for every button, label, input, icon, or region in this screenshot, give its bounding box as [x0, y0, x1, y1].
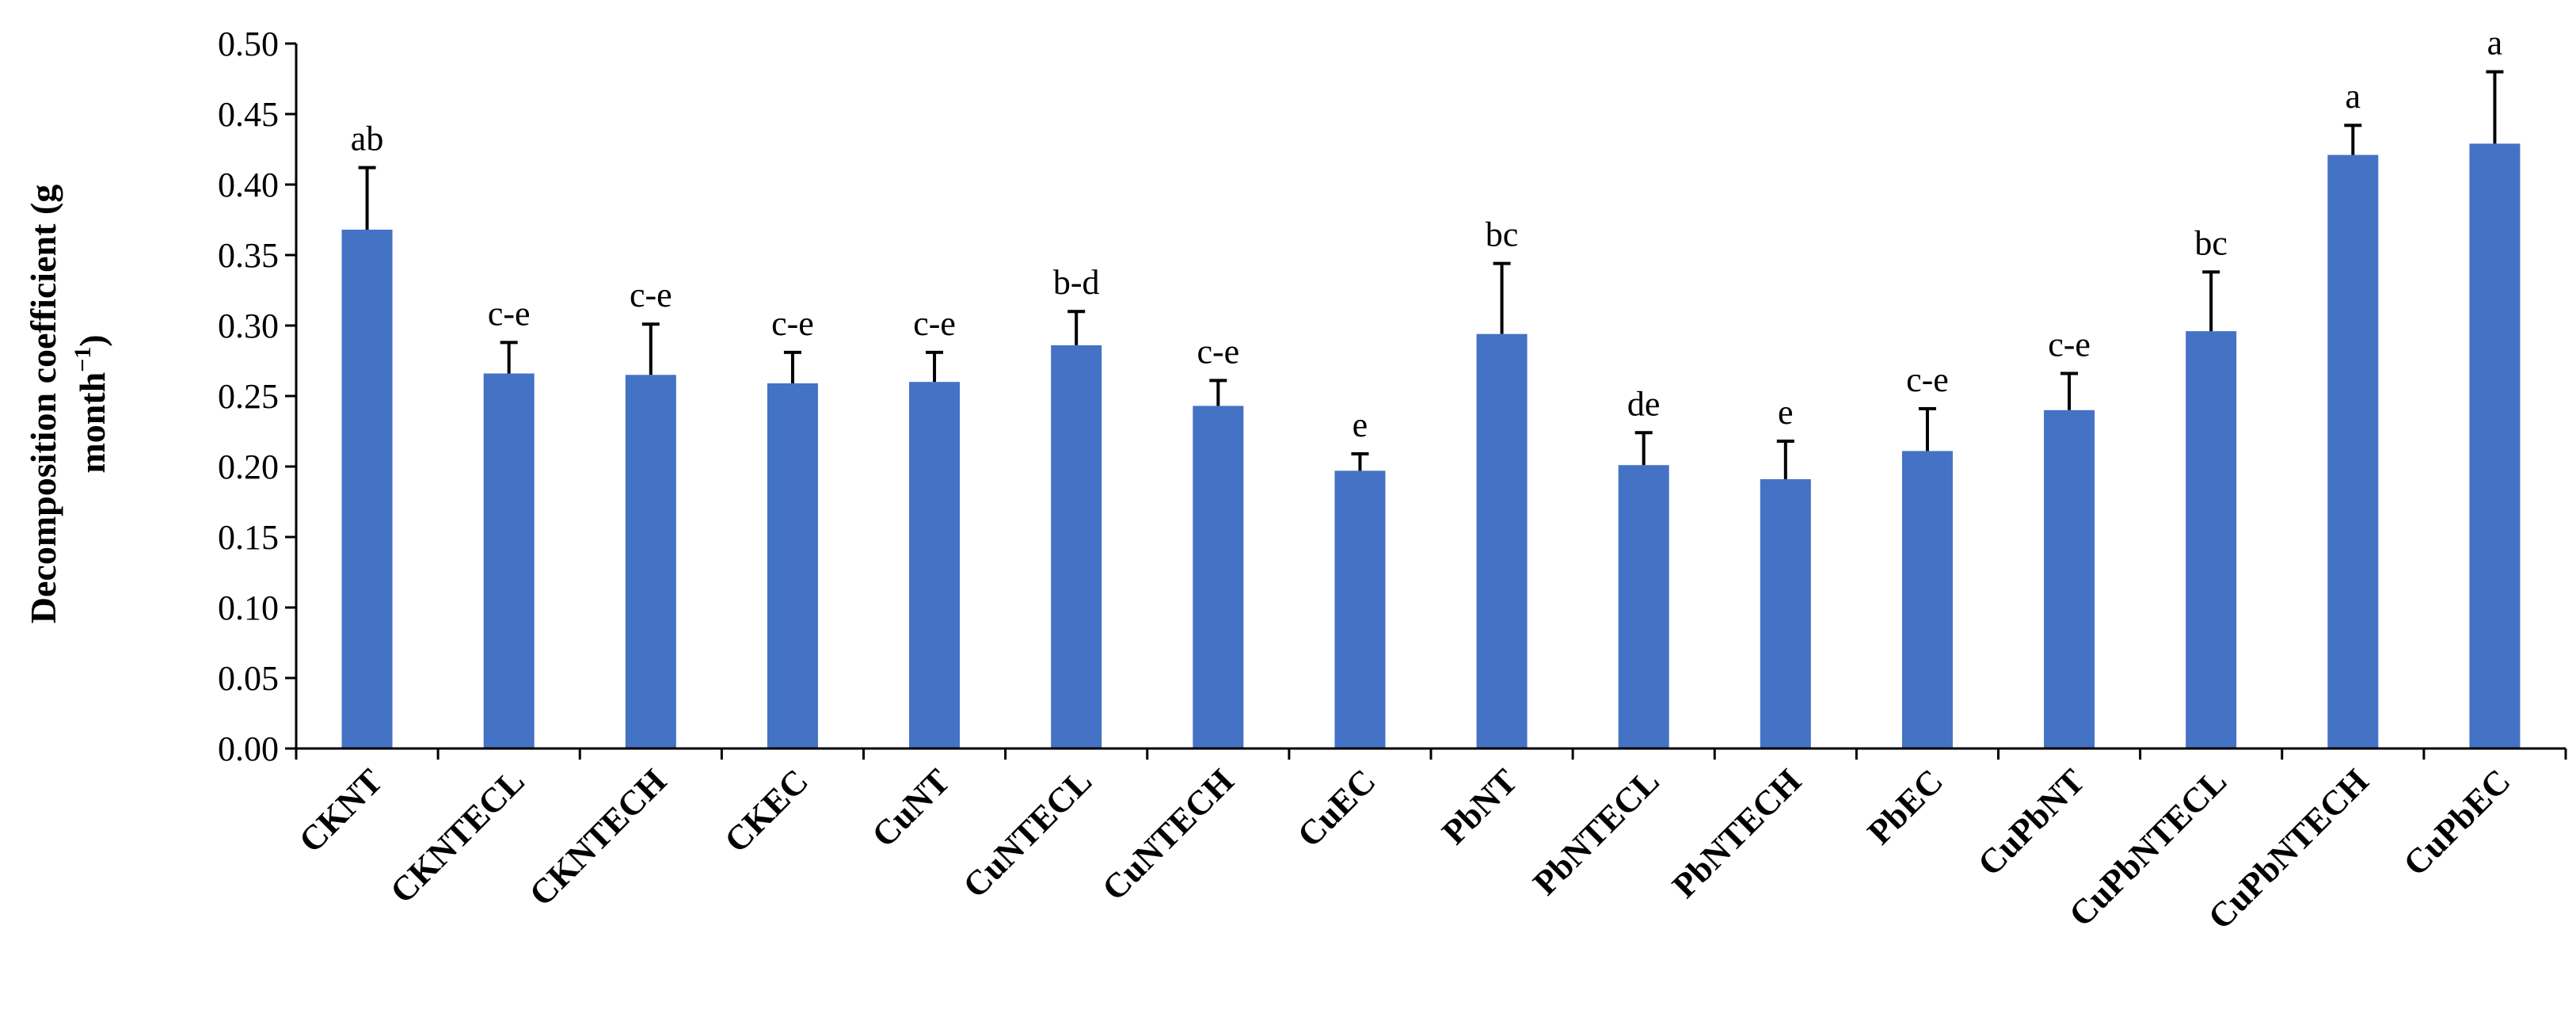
- x-tick-label: PbNTECH: [1665, 761, 1809, 905]
- significance-label: c-e: [913, 304, 956, 343]
- significance-label: bc: [2194, 223, 2228, 262]
- y-axis-title-line2: month−1): [70, 334, 112, 473]
- error-bars: [358, 70, 2504, 480]
- significance-label: c-e: [488, 294, 531, 333]
- x-tick-label: CuNT: [864, 761, 957, 855]
- x-tick-label: PbEC: [1860, 761, 1950, 851]
- bar: [2044, 409, 2095, 748]
- significance-label: a: [2346, 77, 2361, 116]
- x-tick-label: CuPbNT: [1970, 761, 2092, 883]
- bar: [2327, 154, 2379, 748]
- significance-label: c-e: [771, 304, 814, 343]
- y-axis-title-line1: Decomposition coefficient (g: [23, 185, 63, 623]
- bar: [341, 229, 393, 749]
- y-axis-ticks: 0.00 0.05 0.10 0.15 0.20 0.25 0.30 0.35 0.40 0.45…: [218, 25, 296, 768]
- y-tick-label: 0.45: [218, 95, 279, 134]
- y-tick-label: 0.30: [218, 307, 279, 345]
- y-tick-label: 0.50: [218, 25, 279, 63]
- y-tick-label: 0.35: [218, 236, 279, 275]
- y-tick-label: 0.00: [218, 729, 279, 768]
- bar: [1901, 451, 1953, 748]
- y-tick-label: 0.10: [218, 588, 279, 627]
- significance-label: c-e: [1906, 360, 1949, 399]
- significance-label: ab: [351, 120, 384, 158]
- significance-label: bc: [1486, 215, 1519, 254]
- significance-label: c-e: [630, 276, 672, 314]
- bar: [483, 373, 535, 748]
- significance-label: e: [1353, 406, 1368, 444]
- y-tick-label: 0.40: [218, 166, 279, 204]
- x-tick-label: CuEC: [1290, 761, 1383, 855]
- significance-label: c-e: [2048, 326, 2091, 364]
- bar: [2186, 331, 2237, 748]
- bar: [1193, 406, 1244, 748]
- significance-label: c-e: [1197, 332, 1239, 371]
- y-tick-label: 0.25: [218, 377, 279, 416]
- y-axis-title: Decomposition coefficient (g month−1): [23, 185, 112, 623]
- x-tick-label: CuPbEC: [2396, 761, 2518, 883]
- y-tick-label: 0.15: [218, 518, 279, 557]
- x-tick-label: CKNTECH: [522, 761, 674, 913]
- significance-label: e: [1778, 393, 1794, 432]
- significance-label: de: [1627, 384, 1661, 423]
- bar: [1334, 470, 1386, 748]
- x-tick-label: CuNTECH: [1094, 761, 1241, 908]
- bars: [341, 143, 2521, 749]
- bar: [909, 382, 961, 748]
- bar: [1051, 345, 1102, 748]
- bar: [1618, 465, 1669, 748]
- y-tick-label: 0.05: [218, 659, 279, 698]
- x-tick-label: CKNTECL: [382, 761, 532, 911]
- bar: [1760, 479, 1811, 748]
- x-tick-label: CKEC: [717, 761, 816, 860]
- bar: [767, 383, 818, 748]
- x-tick-label: PbNTECL: [1526, 761, 1667, 902]
- significance-label: b-d: [1053, 263, 1100, 302]
- x-tick-label: PbNT: [1434, 761, 1524, 851]
- axes: [295, 44, 2567, 760]
- x-tick-label: CuNTECL: [956, 761, 1100, 905]
- y-tick-label: 0.20: [218, 448, 279, 486]
- bar: [2469, 143, 2521, 748]
- significance-labels: ab c-e c-e c-e c-e b-d c-e e bc de e c-e c-e bc a a: [351, 24, 2502, 444]
- significance-label: a: [2487, 24, 2503, 63]
- bar: [1476, 333, 1528, 748]
- x-tick-label: CKNT: [291, 761, 390, 860]
- bar: [625, 375, 676, 748]
